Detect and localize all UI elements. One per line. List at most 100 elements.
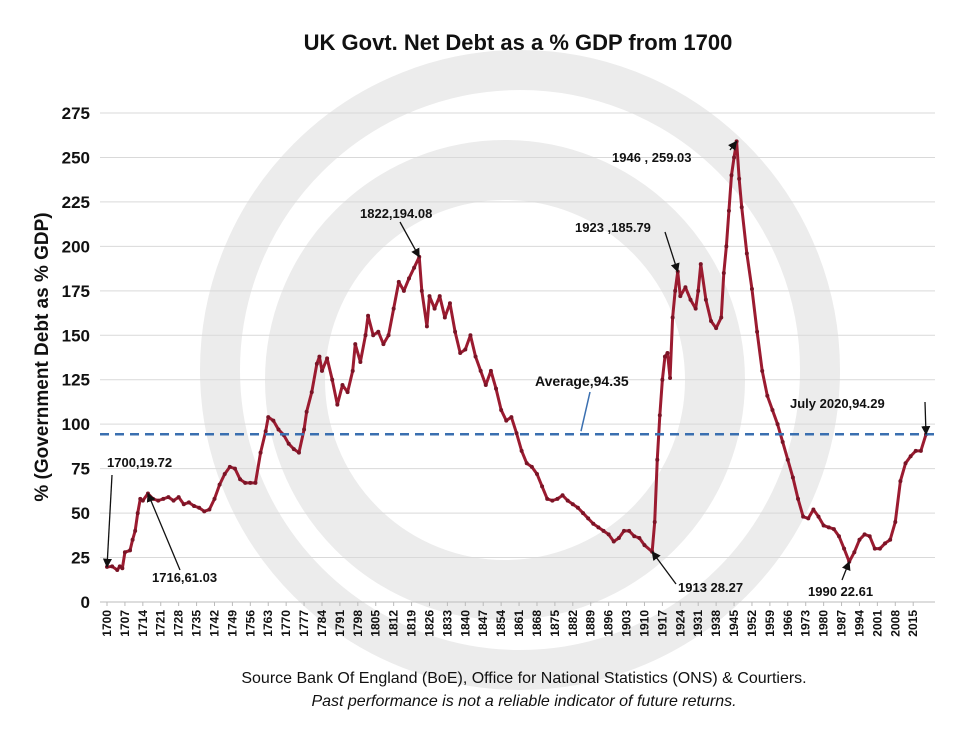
point [192, 503, 197, 508]
annotation-label: 1923 ,185.79 [575, 220, 651, 235]
average-label: Average,94.35 [535, 373, 629, 389]
point [248, 480, 253, 485]
point [296, 450, 301, 455]
point [888, 537, 893, 542]
point [565, 498, 570, 503]
x-tick-label: 1700 [100, 610, 114, 637]
point [534, 471, 539, 476]
point [319, 368, 324, 373]
point [749, 287, 754, 292]
point [811, 507, 816, 512]
point [806, 516, 811, 521]
x-tick-label: 1882 [566, 610, 580, 637]
point [353, 342, 358, 347]
x-tick-label: 1861 [512, 610, 526, 637]
point [128, 548, 133, 553]
x-tick-label: 1819 [405, 610, 419, 637]
point [842, 546, 847, 551]
x-tick-label: 1770 [279, 610, 293, 637]
point [655, 457, 660, 462]
source: Source Bank Of England (BoE), Office for… [241, 670, 806, 687]
x-tick-label: 1959 [763, 610, 777, 637]
point [263, 429, 268, 434]
point [325, 356, 330, 361]
point [621, 528, 626, 533]
x-tick-label: 2015 [906, 610, 920, 637]
x-tick-label: 1931 [691, 610, 705, 637]
point [857, 537, 862, 542]
point [591, 521, 596, 526]
point [867, 534, 872, 539]
point [432, 306, 437, 311]
point [499, 407, 504, 412]
point [606, 532, 611, 537]
point [836, 534, 841, 539]
point [575, 505, 580, 510]
point [918, 448, 923, 453]
point [330, 377, 335, 382]
point [872, 546, 877, 551]
point [898, 479, 903, 484]
point [314, 361, 319, 366]
point [186, 500, 191, 505]
point [755, 329, 760, 334]
y-tick-label: 175 [62, 282, 90, 301]
point [171, 498, 176, 503]
y-axis-label: % (Government Debt as % GDP) [32, 212, 53, 501]
point [122, 550, 127, 555]
annotation-arrow [728, 140, 738, 151]
point [877, 546, 882, 551]
point [732, 155, 737, 160]
y-tick-label: 200 [62, 237, 90, 256]
disclaimer: Past performance is not a reliable indic… [311, 693, 736, 710]
point [642, 543, 647, 548]
point [302, 427, 307, 432]
y-tick-label: 275 [62, 104, 90, 123]
x-tick-label: 1966 [781, 610, 795, 637]
point [161, 496, 166, 501]
annotation-label: 1990 22.61 [808, 584, 873, 599]
y-tick-label: 25 [71, 549, 90, 568]
point [371, 333, 376, 338]
point [258, 450, 263, 455]
point [391, 306, 396, 311]
y-tick-label: 125 [62, 371, 90, 390]
annotation-label: July 2020,94.29 [790, 396, 885, 411]
point [376, 329, 381, 334]
point [386, 333, 391, 338]
point [110, 564, 115, 569]
point [770, 407, 775, 412]
point [729, 173, 734, 178]
point [381, 342, 386, 347]
y-tick-label: 50 [71, 504, 90, 523]
point [721, 271, 726, 276]
point [140, 498, 145, 503]
point [197, 505, 202, 510]
point [657, 413, 662, 418]
x-tick-label: 1938 [709, 610, 723, 637]
point [412, 265, 417, 270]
point [291, 447, 296, 452]
point [627, 528, 632, 533]
point [660, 377, 665, 382]
x-tick-label: 1854 [494, 610, 508, 637]
point [271, 418, 276, 423]
x-tick-label: 1763 [261, 610, 275, 637]
point [652, 519, 657, 524]
x-tick-label: 1973 [799, 610, 813, 637]
point [744, 251, 749, 256]
point [473, 354, 478, 359]
point [304, 409, 309, 414]
point [437, 294, 442, 299]
y-tick-label: 0 [81, 593, 90, 612]
annotation-arrow [841, 560, 851, 581]
x-tick-label: 1756 [243, 610, 257, 637]
point [238, 477, 243, 482]
point [560, 493, 565, 498]
point [545, 496, 550, 501]
y-tick-label: 75 [71, 460, 90, 479]
annotation-label: 1946 , 259.03 [612, 150, 692, 165]
point [913, 448, 918, 453]
point [358, 359, 363, 364]
